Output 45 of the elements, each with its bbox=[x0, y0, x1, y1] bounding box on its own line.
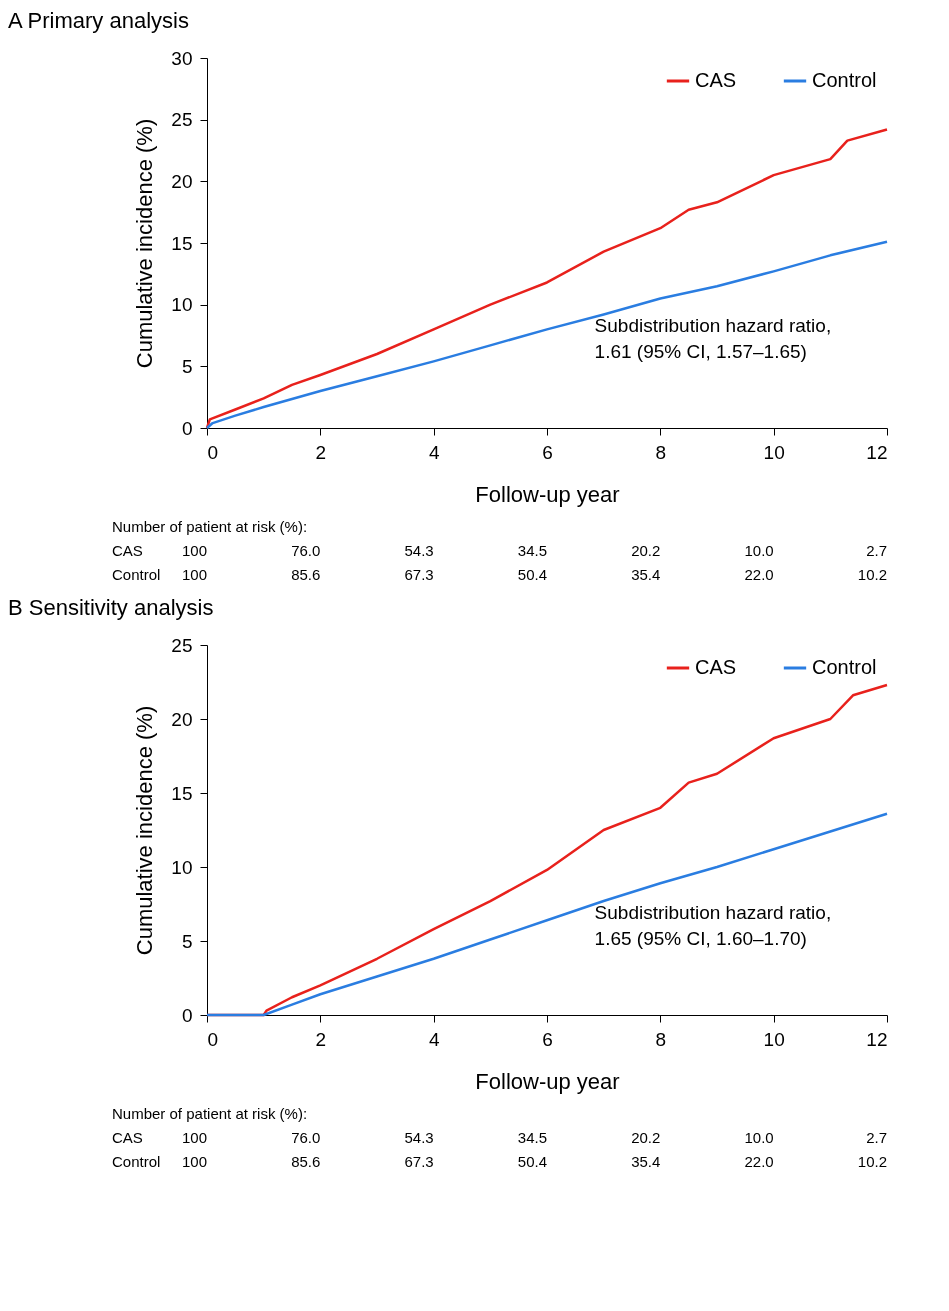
x-tick-label: 8 bbox=[655, 1028, 667, 1050]
y-tick-label: 20 bbox=[171, 708, 193, 730]
x-tick-label: 10 bbox=[763, 1028, 785, 1050]
text: CAS 100 76.0 54.3 34.5 20.2 10.0 2.7 bbox=[112, 542, 887, 559]
x-tick-label: 2 bbox=[315, 441, 327, 463]
annotation: Subdistribution hazard ratio, 1.65 (95% CI, 1.60–1.70) bbox=[594, 902, 832, 949]
y-axis-title: Cumulative incidence (%) bbox=[132, 118, 158, 369]
y-tick-label: 25 bbox=[171, 109, 193, 131]
chart-title: B Sensitivity analysis bbox=[8, 595, 214, 620]
text: Number of patient at risk (%): bbox=[112, 518, 308, 535]
x-axis-title: Follow-up year bbox=[475, 481, 620, 507]
y-tick-label: 5 bbox=[181, 355, 193, 377]
x-tick-label: 12 bbox=[866, 441, 888, 463]
x-axis-title: Follow-up year bbox=[475, 1068, 620, 1094]
y-axis-title: Cumulative incidence (%) bbox=[132, 705, 158, 956]
x-tick-label: 12 bbox=[866, 1028, 888, 1050]
legend-label: Control bbox=[812, 656, 877, 678]
x-tick-label: 0 bbox=[207, 1028, 219, 1050]
y-tick-label: 15 bbox=[171, 232, 193, 254]
x-tick-label: 4 bbox=[428, 441, 440, 463]
y-tick-label: 30 bbox=[171, 47, 193, 69]
y-tick-label: 20 bbox=[171, 170, 193, 192]
x-tick-label: 10 bbox=[763, 441, 785, 463]
legend-label: CAS bbox=[695, 69, 737, 91]
y-tick-label: 10 bbox=[171, 294, 193, 316]
y-tick-label: 0 bbox=[181, 1004, 193, 1026]
y-tick-label: 15 bbox=[171, 782, 193, 804]
y-tick-label: 10 bbox=[171, 856, 193, 878]
x-tick-label: 6 bbox=[542, 1028, 553, 1050]
x-tick-label: 8 bbox=[655, 441, 667, 463]
x-tick-label: 0 bbox=[207, 441, 219, 463]
text: Control 100 85.6 67.3 50.4 35.4 22.0 10.2 bbox=[112, 566, 887, 583]
x-tick-label: 6 bbox=[542, 441, 553, 463]
text: Number of patient at risk (%): bbox=[112, 1105, 308, 1122]
text: CAS 100 76.0 54.3 34.5 20.2 10.0 2.7 bbox=[112, 1129, 887, 1146]
y-tick-label: 0 bbox=[181, 417, 193, 439]
y-tick-label: 5 bbox=[181, 930, 193, 952]
y-tick-label: 25 bbox=[171, 634, 193, 656]
x-tick-label: 4 bbox=[428, 1028, 440, 1050]
legend-label: Control bbox=[812, 69, 877, 91]
legend-label: CAS bbox=[695, 656, 737, 678]
annotation: Subdistribution hazard ratio, 1.61 (95% CI, 1.57–1.65) bbox=[594, 315, 832, 362]
chart-title: A Primary analysis bbox=[8, 8, 189, 33]
text: Control 100 85.6 67.3 50.4 35.4 22.0 10.2 bbox=[112, 1153, 887, 1170]
x-tick-label: 2 bbox=[315, 1028, 327, 1050]
